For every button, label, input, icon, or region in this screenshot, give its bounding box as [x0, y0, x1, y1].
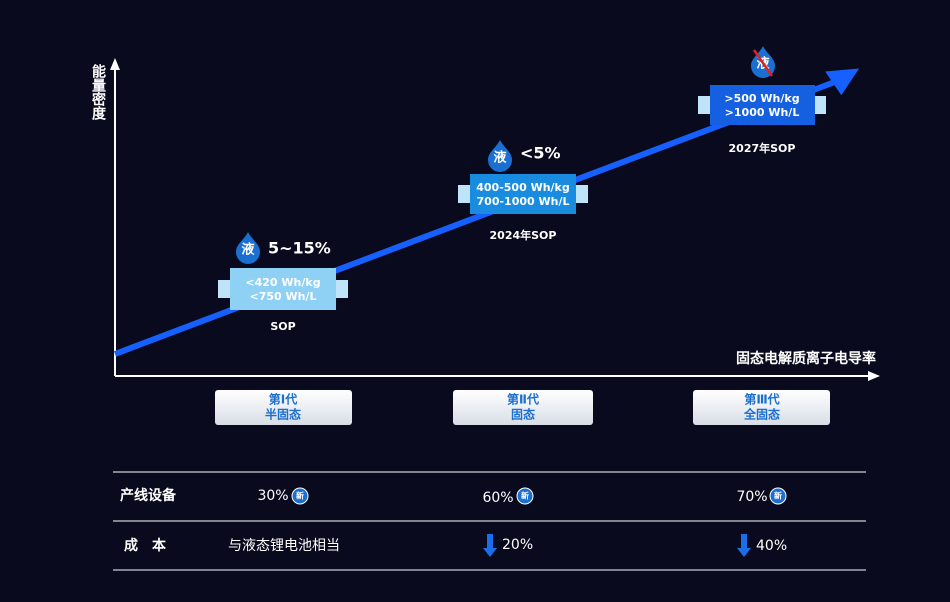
generation-type: 全固态 — [743, 407, 780, 422]
sop: SOP — [270, 320, 295, 333]
spec: >500 Wh/kg — [724, 92, 799, 105]
spec: >1000 Wh/L — [725, 106, 800, 119]
badge-text: 新 — [774, 491, 782, 501]
generation-name: 第Ⅲ代 — [744, 392, 779, 407]
new-badge — [769, 487, 787, 505]
cross-out — [752, 49, 774, 77]
spec-box — [470, 174, 576, 214]
drop-icon — [236, 232, 260, 264]
drop-text: 液 — [493, 150, 506, 166]
generation-tab — [453, 390, 593, 425]
drop-icon — [488, 140, 512, 172]
generation-tab — [215, 390, 352, 425]
new-badge — [291, 487, 309, 505]
row-label: 产线设备 — [120, 487, 177, 504]
spec-box — [710, 85, 815, 125]
spec: <420 Wh/kg — [245, 276, 320, 289]
spec: 400-500 Wh/kg — [476, 181, 570, 194]
cell: 与液态锂电池相当 — [228, 538, 340, 554]
y-axis-label: 能量密度 — [90, 63, 107, 121]
stage: 液 <5% 400-500 Wh/kg 700-1000 Wh/L 2024年S… — [458, 140, 588, 242]
sop: 2027年SOP — [729, 141, 796, 155]
stage: 液 >500 Wh/kg >1000 Wh/L 2027年SOP — [698, 46, 826, 155]
cell: 20% — [502, 537, 533, 553]
new-badge — [516, 487, 534, 505]
generation-type: 固态 — [511, 407, 535, 422]
y-arrow — [110, 58, 120, 70]
down-arrow — [483, 534, 497, 557]
x-axis-label: 固态电解质离子电导率 — [736, 350, 876, 367]
generation-type: 半固态 — [265, 407, 301, 422]
trend-arrow — [825, 68, 860, 96]
sop: 2024年SOP — [490, 228, 557, 242]
drop-text: 液 — [241, 242, 254, 258]
x-arrow — [868, 371, 880, 381]
spec: <750 Wh/L — [250, 290, 317, 303]
generation-tab — [693, 390, 830, 425]
row-label: 成 本 — [124, 537, 167, 554]
badge-text: 新 — [296, 491, 304, 501]
down-arrow — [737, 534, 751, 557]
liquid-ratio: 5~15% — [268, 239, 331, 258]
cell: 60% — [482, 490, 513, 506]
cell: 40% — [756, 538, 787, 554]
generation-name: 第Ⅱ代 — [507, 392, 539, 407]
spec-box — [230, 268, 336, 310]
liquid-ratio: <5% — [520, 144, 561, 163]
badge-text: 新 — [521, 491, 529, 501]
cell: 70% — [736, 489, 767, 505]
cell: 30% — [257, 488, 288, 504]
generation-name: 第Ⅰ代 — [269, 392, 297, 407]
spec: 700-1000 Wh/L — [477, 195, 570, 208]
stage: 液 5~15% <420 Wh/kg <750 Wh/L SOP — [218, 232, 348, 333]
